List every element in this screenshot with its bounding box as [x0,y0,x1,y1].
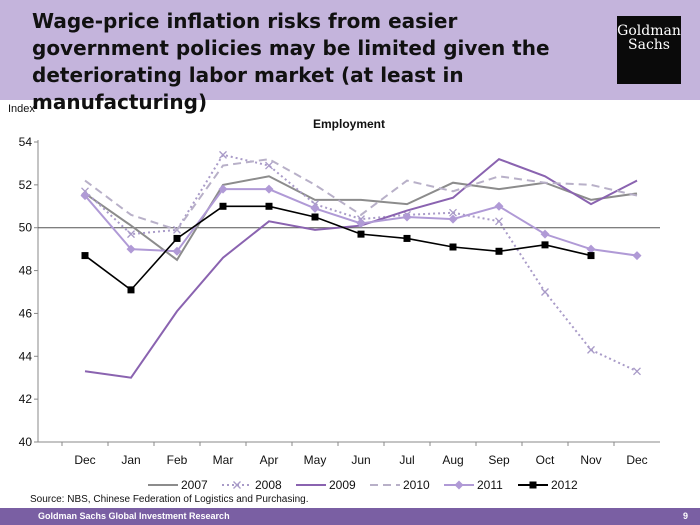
series-line-2009 [84,158,638,379]
chart-area: Index Employment 40 42 44 46 48 50 52 54 Dec Jan F… [0,100,700,500]
data-point-2008 [219,150,227,159]
y-tick-label: 40 [19,435,33,449]
legend-item-2007: 2007 [148,478,208,492]
x-tick-label: Nov [580,453,601,467]
x-tick-label: Feb [167,453,188,467]
data-point-2008 [541,288,549,296]
data-point-2011 [356,218,366,228]
data-point-2011 [454,480,464,490]
footer-text: Goldman Sachs Global Investment Research [38,511,230,521]
data-point-2008 [495,217,503,226]
data-point-2012 [403,234,411,242]
x-tick-label: Mar [213,453,234,467]
legend-item-2012: 2012 [518,478,578,492]
legend-item-2010: 2010 [370,478,430,492]
data-point-2012 [219,202,227,210]
data-point-2011 [540,229,550,239]
data-point-2012 [173,234,181,242]
chart-title: Employment [313,117,385,131]
data-point-2011 [586,244,596,254]
legend-label: 2008 [255,478,282,492]
x-tick-label: Jun [351,453,370,467]
data-point-2012 [529,481,537,489]
data-point-2012 [81,252,89,260]
data-point-2011 [310,203,320,213]
y-axis-label: Index [8,103,35,115]
y-tick-label: 52 [19,178,33,192]
data-point-2011 [402,212,412,222]
legend-label: 2007 [181,478,208,492]
data-point-2011 [632,251,642,261]
y-tick-label: 46 [19,306,33,320]
x-tick-label: Jul [399,453,414,467]
x-tick-label: Sep [488,453,510,467]
data-point-2008 [127,230,135,239]
data-point-2011 [218,184,228,194]
data-point-2012 [587,252,595,260]
legend-item-2011: 2011 [444,478,503,492]
legend-label: 2012 [551,478,578,492]
y-tick-label: 48 [19,264,33,278]
data-point-2012 [541,241,549,249]
data-point-2008 [265,161,273,170]
footer-bar: Goldman Sachs Global Investment Research… [0,508,700,525]
series-line-2010 [84,158,638,232]
employment-line-chart: Index Employment 40 42 44 46 48 50 52 54 Dec Jan F… [8,103,660,492]
data-point-2012 [495,247,503,255]
title-banner: Wage-price inflation risks from easier g… [0,0,700,114]
legend-label: 2009 [329,478,356,492]
x-tick-label: Apr [260,453,279,467]
legend-item-2008: 2008 [222,478,282,492]
data-point-2011 [172,246,182,256]
data-point-2012 [127,286,135,294]
goldman-sachs-logo: Goldman Sachs [617,16,681,84]
legend-label: 2010 [403,478,430,492]
data-point-2008 [587,345,595,354]
y-tick-label: 42 [19,392,33,406]
data-point-2011 [126,244,136,254]
x-tick-label: Aug [442,453,463,467]
series-line-2012 [84,205,592,291]
data-point-2008 [633,367,641,376]
y-tick-label: 54 [19,135,33,149]
data-point-2012 [357,230,365,238]
legend-label: 2011 [477,478,503,492]
legend-item-2009: 2009 [296,478,356,492]
x-tick-label: Oct [536,453,555,467]
data-point-2008 [449,208,457,217]
series-line-2008 [84,153,638,373]
x-tick-label: May [304,453,327,467]
x-tick-label: Dec [74,453,95,467]
x-tick-label: Jan [121,453,140,467]
y-tick-label: 50 [19,221,33,235]
data-point-2011 [448,214,458,224]
data-point-2008 [233,481,241,489]
page-number: 9 [682,511,688,521]
data-point-2011 [264,184,274,194]
page-title: Wage-price inflation risks from easier g… [32,9,550,114]
data-point-2012 [311,213,319,221]
data-point-2012 [265,202,273,210]
x-tick-label: Dec [626,453,647,467]
data-point-2011 [80,191,90,201]
data-point-2012 [449,243,457,251]
y-tick-label: 44 [19,349,33,363]
source-note: Source: NBS, Chinese Federation of Logis… [30,494,309,505]
data-point-2011 [494,201,504,211]
